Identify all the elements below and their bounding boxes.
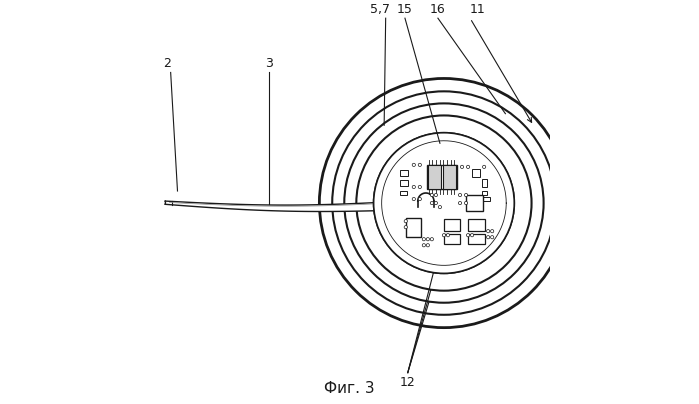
Bar bbox=[466, 195, 482, 212]
Text: 5,7: 5,7 bbox=[370, 3, 389, 16]
Circle shape bbox=[466, 165, 470, 168]
Circle shape bbox=[464, 194, 468, 197]
Circle shape bbox=[431, 194, 433, 197]
Bar bbox=[428, 165, 441, 189]
Circle shape bbox=[491, 229, 493, 233]
Circle shape bbox=[422, 244, 426, 247]
Circle shape bbox=[438, 206, 442, 209]
Text: 3: 3 bbox=[265, 57, 273, 70]
Circle shape bbox=[404, 219, 408, 223]
Circle shape bbox=[459, 194, 461, 197]
Circle shape bbox=[431, 202, 433, 205]
Circle shape bbox=[412, 185, 415, 189]
Circle shape bbox=[418, 198, 421, 201]
Circle shape bbox=[491, 236, 493, 239]
Circle shape bbox=[412, 198, 415, 201]
Circle shape bbox=[426, 244, 429, 247]
Circle shape bbox=[464, 202, 468, 205]
Circle shape bbox=[459, 202, 461, 205]
Bar bbox=[479, 197, 490, 201]
Circle shape bbox=[482, 165, 486, 168]
Circle shape bbox=[418, 163, 421, 166]
Bar bbox=[468, 234, 484, 244]
Circle shape bbox=[461, 165, 463, 168]
Text: 16: 16 bbox=[430, 3, 446, 16]
Bar bbox=[406, 217, 421, 237]
Circle shape bbox=[487, 236, 490, 239]
Circle shape bbox=[412, 163, 415, 166]
Bar bbox=[442, 165, 456, 189]
Text: 15: 15 bbox=[397, 3, 413, 16]
Circle shape bbox=[434, 202, 438, 205]
Circle shape bbox=[373, 133, 514, 274]
Bar bbox=[427, 165, 457, 189]
Text: 11: 11 bbox=[470, 3, 485, 16]
Circle shape bbox=[470, 234, 474, 237]
Bar bbox=[400, 180, 408, 186]
Text: 2: 2 bbox=[163, 57, 171, 70]
Circle shape bbox=[466, 234, 470, 237]
Circle shape bbox=[431, 238, 433, 241]
Bar bbox=[444, 234, 461, 244]
Circle shape bbox=[442, 234, 445, 237]
Bar bbox=[400, 170, 408, 176]
Bar bbox=[482, 179, 487, 187]
Bar bbox=[468, 219, 484, 231]
Circle shape bbox=[418, 185, 421, 189]
Circle shape bbox=[319, 78, 568, 328]
Bar bbox=[444, 219, 461, 231]
Circle shape bbox=[426, 238, 429, 241]
Bar bbox=[482, 191, 487, 195]
Text: 12: 12 bbox=[400, 376, 416, 389]
Circle shape bbox=[487, 229, 490, 233]
Bar bbox=[473, 169, 480, 177]
Circle shape bbox=[422, 238, 426, 241]
Text: Фиг. 3: Фиг. 3 bbox=[324, 381, 375, 396]
Polygon shape bbox=[165, 201, 405, 212]
Circle shape bbox=[404, 225, 408, 229]
Bar bbox=[400, 191, 408, 196]
Circle shape bbox=[434, 194, 438, 197]
Circle shape bbox=[447, 234, 449, 237]
